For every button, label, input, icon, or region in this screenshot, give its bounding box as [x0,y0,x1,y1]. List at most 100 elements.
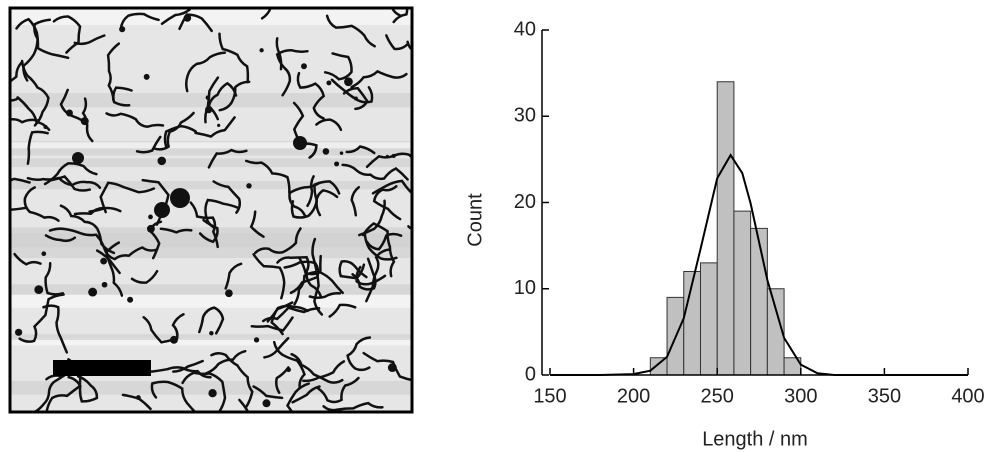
molecule-strand [105,241,124,297]
molecule-strand [181,371,227,412]
image-band [10,337,412,346]
particle [41,251,47,257]
particle [253,337,260,343]
molecule-strand [270,304,310,336]
molecule-strand [95,234,158,261]
molecule-strand [291,385,321,404]
x-axis-label: Length / nm [702,428,808,450]
molecule-strand [275,37,283,71]
molecule-strand [250,316,294,332]
bar [733,210,752,376]
molecule-strand [32,370,73,412]
molecule-strand [290,188,339,219]
molecule-strand [363,232,398,261]
molecule-strand [346,336,372,372]
molecule-strand [244,159,291,194]
molecule-strand [178,13,213,33]
molecule-strand [316,376,360,404]
molecule-strand [207,148,248,169]
particle [339,151,344,155]
bar [750,227,768,376]
particle [209,331,214,336]
molecule-strand [385,34,410,51]
molecule-strand [10,118,39,124]
molecule-strand [26,130,49,165]
particle [259,48,264,53]
molecule-strand [355,265,387,286]
particle [170,335,178,344]
particle [286,367,291,373]
molecule-strand [205,349,247,375]
molecule-strand [198,306,225,335]
particle [246,183,252,189]
particle [205,95,211,100]
molecule-strand [254,227,302,255]
molecule-strand [276,255,323,298]
molecule-strand [308,292,342,299]
particle [143,73,150,80]
molecule-strand [189,201,219,249]
particle [80,117,89,126]
particle [208,389,217,398]
molecule-strand [293,270,344,306]
molecule-strand [160,8,191,26]
molecule-strand [153,111,195,151]
particle [217,123,221,127]
molecule-strand [99,181,156,214]
molecule-strand [163,124,197,149]
molecule-strand [350,69,408,89]
molecule-strand [20,59,50,127]
molecule-strand [298,254,322,276]
particle [154,202,170,218]
molecule-strand [44,234,77,243]
molecule-strand [185,51,227,93]
y-tick-label: 0 [525,363,536,385]
molecule-strand [148,220,163,260]
particle [387,363,397,373]
molecule-strand [23,186,60,222]
scale-bar [53,360,151,376]
molecule-strand [106,42,121,102]
molecule-strand [313,180,341,217]
molecule-strand [16,96,51,132]
particle [127,296,134,303]
particle [334,161,340,167]
molecule-strand [52,15,82,54]
particle [293,136,307,150]
x-tick-label: 350 [868,385,901,407]
y-axis-label: Count [464,193,486,247]
molecule-strand [249,210,265,238]
molecule-strand [322,401,384,412]
molecule-strand [130,269,159,284]
particle [322,148,330,155]
particle [148,214,153,220]
molecule-strand [315,118,343,132]
molecule-strand [341,163,409,181]
molecule-strand [10,61,23,84]
molecule-strand [105,112,165,128]
molecule-strand [350,185,361,217]
molecule-strand [48,227,98,237]
molecule-strand [224,262,243,290]
x-tick-label: 200 [617,385,650,407]
y-tick-label: 20 [514,191,536,213]
molecule-strand [365,152,412,169]
molecule-strand [150,380,197,412]
particle [135,395,141,401]
molecule-strand [10,177,31,184]
molecule-strand [345,145,376,155]
molecule-strand [407,225,412,231]
particle [100,257,108,265]
particle [344,77,353,87]
molecule-strand [194,116,236,138]
molecule-strand [172,359,204,373]
bar [649,357,668,376]
particle [225,289,233,298]
particle [157,156,167,166]
image-band [10,181,412,190]
x-tick-label: 400 [951,385,984,407]
particle [385,154,389,158]
molecule-strand [371,179,412,198]
image-band [10,8,412,25]
